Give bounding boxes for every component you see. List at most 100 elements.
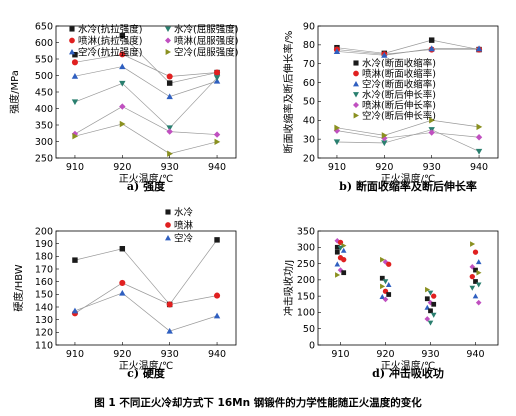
- data-point: [213, 75, 221, 82]
- data-point: [428, 129, 435, 136]
- legend-marker: [353, 60, 359, 66]
- plot-frame: [317, 230, 499, 346]
- data-point: [119, 246, 126, 252]
- legend-entry: 喷淋(断后伸长率): [362, 100, 436, 112]
- y-tick-label: 120: [35, 328, 53, 339]
- legend-marker: [69, 37, 75, 44]
- data-point: [119, 51, 126, 58]
- data-point: [472, 249, 479, 255]
- x-tick-label: 940: [470, 162, 488, 173]
- data-point: [72, 51, 78, 58]
- x-tick-label: 930: [161, 162, 179, 173]
- legend-entry: 水冷: [174, 207, 194, 219]
- y-tick-label: 450: [35, 87, 53, 98]
- data-point: [335, 272, 341, 278]
- data-point: [214, 292, 221, 299]
- data-point: [166, 80, 173, 86]
- data-point: [119, 279, 126, 286]
- y-tick-label: 80: [303, 40, 315, 51]
- legend-marker: [165, 209, 171, 215]
- legend-marker: [353, 70, 359, 77]
- data-point: [470, 241, 476, 247]
- y-tick-label: 90: [303, 21, 315, 32]
- x-tick-label: 920: [375, 162, 393, 173]
- data-point: [341, 270, 347, 276]
- x-tick-label: 940: [466, 349, 484, 360]
- legend-marker: [165, 235, 171, 241]
- data-point: [475, 259, 482, 265]
- data-point: [475, 45, 483, 52]
- x-tick-label: 910: [328, 162, 346, 173]
- x-tick-label: 920: [376, 349, 394, 360]
- x-tick-label: 930: [421, 349, 439, 360]
- data-point: [382, 296, 389, 303]
- data-point: [166, 93, 173, 100]
- plot-frame: [55, 230, 237, 346]
- data-point: [475, 299, 482, 306]
- data-point: [341, 242, 347, 249]
- data-point: [424, 316, 431, 322]
- x-tick-label: 940: [208, 349, 226, 360]
- legend-entry: 喷淋(断面收缩率): [362, 68, 436, 80]
- series-line: [74, 106, 218, 135]
- y-tick-label: 300: [297, 243, 315, 254]
- data-point: [119, 120, 126, 128]
- data-point: [166, 73, 173, 80]
- data-point: [334, 244, 340, 250]
- y-tick-label: 150: [35, 290, 53, 301]
- data-point: [476, 123, 483, 131]
- legend-entry: 空冷(断面收缩率): [362, 79, 436, 91]
- series-line: [74, 54, 218, 77]
- series-line: [336, 119, 480, 136]
- x-tick-label: 910: [66, 349, 84, 360]
- data-point: [427, 320, 434, 326]
- data-point: [472, 293, 479, 299]
- panel-caption: c) 硬度: [127, 366, 166, 380]
- y-tick-label: 100: [297, 308, 315, 319]
- data-point: [427, 290, 434, 296]
- y-axis-label: 强度/MPa: [8, 70, 21, 114]
- y-tick-label: 250: [297, 259, 315, 270]
- legend-marker: [69, 49, 75, 55]
- data-point: [333, 139, 341, 146]
- data-point: [475, 148, 483, 155]
- data-point: [341, 257, 347, 263]
- panel-caption: d) 冲击吸收功: [372, 366, 444, 380]
- data-point: [213, 312, 221, 319]
- data-point: [430, 312, 437, 318]
- data-point: [72, 257, 78, 263]
- data-point: [71, 307, 79, 314]
- panel-caption: a) 强度: [127, 179, 166, 193]
- legend-entry: 空冷(断后伸长率): [362, 110, 436, 122]
- data-point: [428, 308, 433, 314]
- y-axis-label: 断面收缩率及断后伸长率/%: [282, 31, 295, 154]
- panel-caption: b) 断面收缩率及断后伸长率: [339, 179, 477, 193]
- data-point: [381, 140, 388, 147]
- legend-entry: 空冷(抗拉强度): [78, 47, 142, 59]
- legend-entry: 空冷(屈服强度): [174, 47, 238, 59]
- series-line: [74, 35, 218, 84]
- x-tick-label: 910: [331, 349, 349, 360]
- data-point: [469, 285, 476, 291]
- y-tick-label: 60: [303, 78, 315, 89]
- data-point: [72, 133, 79, 140]
- data-point: [119, 63, 126, 70]
- data-point: [427, 299, 434, 306]
- legend-marker: [353, 81, 359, 87]
- data-point: [379, 275, 385, 281]
- data-point: [380, 283, 386, 290]
- data-point: [425, 286, 431, 293]
- data-point: [119, 80, 126, 87]
- data-point: [469, 264, 476, 270]
- data-point: [119, 103, 126, 110]
- plot-frame: [317, 25, 499, 159]
- y-tick-label: 50: [303, 97, 315, 108]
- data-point: [379, 293, 386, 300]
- x-tick-label: 940: [208, 162, 226, 173]
- data-point: [333, 48, 341, 55]
- x-axis-label: 正火温度/℃: [119, 172, 174, 185]
- legend-entry: 水冷(断面收缩率): [362, 58, 436, 70]
- y-tick-label: 110: [35, 340, 53, 351]
